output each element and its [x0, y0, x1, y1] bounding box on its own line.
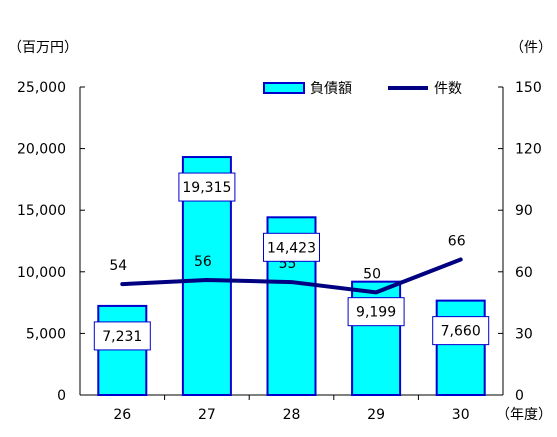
bar-value-label: 9,199: [356, 305, 396, 321]
bar-value-label: 7,231: [102, 329, 142, 345]
legend-line-label: 件数: [434, 81, 462, 97]
bar: [435, 299, 486, 397]
right-tick-label: 30: [515, 326, 533, 342]
x-tick-label: 28: [283, 407, 301, 423]
legend-bar-swatch: [263, 82, 305, 94]
x-tick-label: 29: [367, 407, 385, 423]
plot-area: 0 5,000 10,000 15,000 20,000 25,000 0 30 60 90 120…: [17, 80, 542, 423]
x-axis-unit: （年度）: [496, 407, 552, 423]
right-tick-label: 90: [515, 203, 533, 219]
count-label: 50: [363, 266, 381, 282]
bar-value-box: [432, 316, 490, 346]
count-label: 56: [194, 254, 212, 270]
right-tick-label: 120: [515, 142, 542, 158]
count-label: 66: [448, 233, 466, 249]
bar-value-box: [178, 172, 236, 202]
bar-value-label: 19,315: [182, 180, 231, 196]
left-tick-label: 5,000: [26, 326, 66, 342]
bar-value-box: [347, 297, 405, 327]
legend-bar-label: 負債額: [310, 81, 352, 97]
bar-value-box: [263, 232, 320, 262]
x-tick-label: 30: [452, 407, 470, 423]
count-label: 54: [109, 258, 127, 274]
left-tick-label: 20,000: [17, 142, 66, 158]
right-tick-label: 60: [515, 265, 533, 281]
right-tick-label: 150: [515, 80, 542, 96]
x-tick-label: 26: [113, 407, 131, 423]
right-axis-unit: （件）: [510, 40, 552, 56]
left-tick-label: 25,000: [17, 80, 66, 96]
bar-value-label: 7,660: [441, 324, 481, 340]
left-axis-unit: （百万円）: [8, 40, 78, 56]
legend: 負債額 件数: [263, 81, 462, 97]
left-tick-label: 10,000: [17, 265, 66, 281]
x-tick-label: 27: [198, 407, 216, 423]
bar: [97, 304, 148, 397]
left-tick-label: 0: [57, 388, 66, 404]
count-line: [120, 257, 463, 295]
left-tick-label: 15,000: [17, 203, 66, 219]
bar-value-label: 14,423: [267, 240, 316, 256]
bar-value-box: [93, 321, 151, 351]
right-tick-label: 0: [515, 388, 524, 404]
